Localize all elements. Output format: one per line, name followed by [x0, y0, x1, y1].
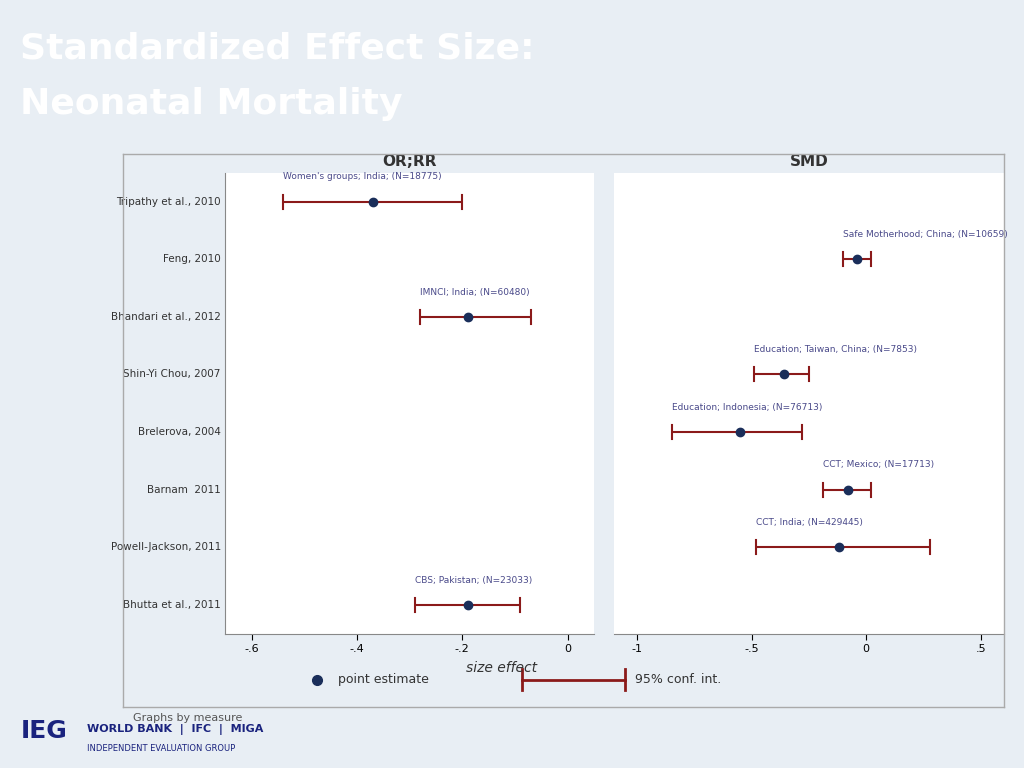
Text: Graphs by measure: Graphs by measure [133, 713, 243, 723]
Text: Shin-Yi Chou, 2007: Shin-Yi Chou, 2007 [124, 369, 221, 379]
Text: WORLD BANK  |  IFC  |  MIGA: WORLD BANK | IFC | MIGA [87, 724, 263, 736]
Text: CCT; India; (N=429445): CCT; India; (N=429445) [757, 518, 863, 527]
Text: Bhutta et al., 2011: Bhutta et al., 2011 [123, 600, 221, 610]
Text: Neonatal Mortality: Neonatal Mortality [20, 87, 403, 121]
Text: Brelerova, 2004: Brelerova, 2004 [138, 427, 221, 437]
Text: IEG: IEG [20, 719, 68, 743]
Text: SMD: SMD [790, 154, 828, 169]
Text: Standardized Effect Size:: Standardized Effect Size: [20, 31, 535, 65]
Text: INDEPENDENT EVALUATION GROUP: INDEPENDENT EVALUATION GROUP [87, 744, 236, 753]
Text: Powell-Jackson, 2011: Powell-Jackson, 2011 [111, 542, 221, 552]
Text: CBS; Pakistan; (N=23033): CBS; Pakistan; (N=23033) [415, 576, 532, 584]
Text: Women's groups; India; (N=18775): Women's groups; India; (N=18775) [284, 173, 441, 181]
Text: point estimate: point estimate [338, 674, 429, 686]
Text: Barnam  2011: Barnam 2011 [147, 485, 221, 495]
Text: Education; Indonesia; (N=76713): Education; Indonesia; (N=76713) [672, 403, 822, 412]
Text: Bhandari et al., 2012: Bhandari et al., 2012 [111, 312, 221, 322]
Text: CCT; Mexico; (N=17713): CCT; Mexico; (N=17713) [822, 461, 934, 469]
Text: Feng, 2010: Feng, 2010 [163, 254, 221, 264]
Text: 95% conf. int.: 95% conf. int. [635, 674, 721, 686]
Text: IMNCI; India; (N=60480): IMNCI; India; (N=60480) [420, 288, 529, 296]
Text: OR;RR: OR;RR [382, 154, 437, 169]
Text: Safe Motherhood; China; (N=10659): Safe Motherhood; China; (N=10659) [844, 230, 1008, 239]
Text: size effect: size effect [466, 661, 538, 675]
Text: Education; Taiwan, China; (N=7853): Education; Taiwan, China; (N=7853) [754, 346, 918, 354]
Text: Tripathy et al., 2010: Tripathy et al., 2010 [116, 197, 221, 207]
